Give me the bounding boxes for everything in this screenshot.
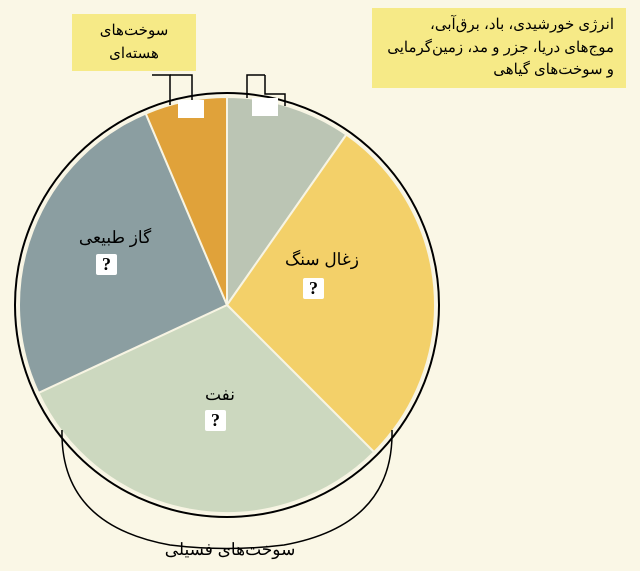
renewables-label-box: انرژی خورشیدی، باد، برق‌آبی، موج‌های دری…	[372, 8, 626, 88]
renewables-label-text: انرژی خورشیدی، باد، برق‌آبی، موج‌های دری…	[387, 16, 614, 78]
fossil-fuels-label: سوخت‌های فسیلی	[150, 540, 310, 560]
nuclear-label-text: سوخت‌های هسته‌ای	[100, 22, 169, 62]
nuclear-label-box: سوخت‌های هسته‌ای	[72, 14, 196, 71]
